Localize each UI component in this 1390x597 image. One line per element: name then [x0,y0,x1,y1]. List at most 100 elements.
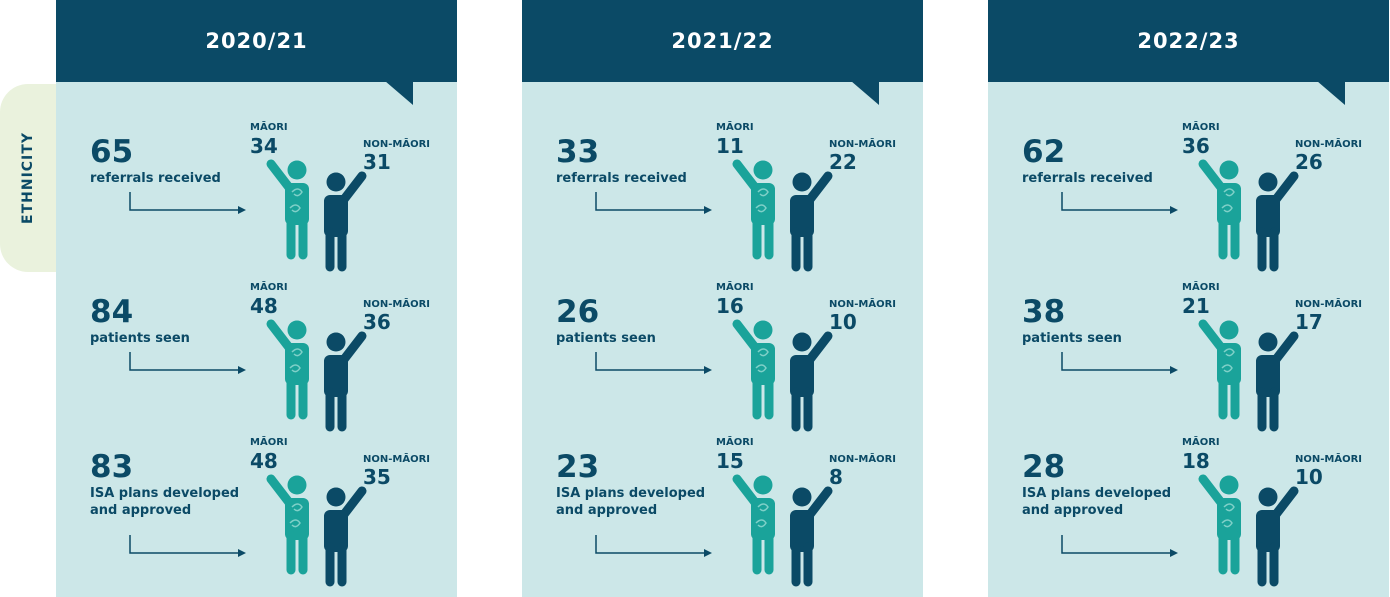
non-maori-value: 26 [1295,150,1323,174]
maori-value: 16 [716,294,744,318]
stat-label: referrals received [1022,171,1153,186]
arrow [1061,352,1174,371]
maori-label: MĀORI [250,282,288,293]
non-maori-figure-head [326,332,346,352]
stat-label: ISA plans developed and approved [90,486,240,518]
maori-label: MĀORI [716,437,754,448]
maori-value: 15 [716,449,744,473]
arrow-head [238,366,246,374]
header-tail [851,81,879,105]
non-maori-figure-torso [1256,355,1280,397]
arrow-head [704,366,712,374]
maori-figure-head [1219,475,1239,495]
stat-value: 65 [90,134,134,170]
non-maori-label: NON-MĀORI [1295,299,1363,310]
non-maori-figure-head [792,172,812,192]
maori-value: 48 [250,294,278,318]
non-maori-figure-head [792,487,812,507]
non-maori-value: 10 [829,310,857,334]
non-maori-figure-torso [324,195,348,237]
non-maori-label: NON-MĀORI [363,454,431,465]
non-maori-label: NON-MĀORI [363,299,431,310]
non-maori-label: NON-MĀORI [829,139,897,150]
arrow-head [1170,206,1178,214]
non-maori-figure-head [326,487,346,507]
panel [56,82,457,597]
stat-value: 38 [1022,294,1066,330]
maori-figure-torso [1217,183,1241,225]
maori-label: MĀORI [716,122,754,133]
maori-figure-torso [751,498,775,540]
arrow [1061,192,1174,211]
maori-label: MĀORI [716,282,754,293]
stat-label: patients seen [1022,331,1122,346]
stat-value: 84 [90,294,134,330]
maori-figure-head [1219,160,1239,180]
koru-pattern [289,188,303,213]
maori-label: MĀORI [1182,282,1220,293]
arrow-head [238,549,246,557]
arrow-head [238,206,246,214]
maori-value: 21 [1182,294,1210,318]
arrow-head [704,206,712,214]
arrow [129,352,242,371]
non-maori-value: 10 [1295,465,1323,489]
non-maori-value: 22 [829,150,857,174]
non-maori-value: 8 [829,465,843,489]
year-header: 2020/21 [56,0,457,82]
non-maori-figure-head [1258,332,1278,352]
maori-value: 11 [716,134,744,158]
side-tab: ETHNICITY [0,84,56,272]
arrow [595,192,708,211]
non-maori-figure-torso [790,195,814,237]
stat-label: referrals received [90,171,221,186]
koru-pattern [755,503,769,528]
arrow [595,535,708,554]
maori-figure-torso [285,183,309,225]
header-tail [385,81,413,105]
stat-label: patients seen [90,331,190,346]
maori-label: MĀORI [250,437,288,448]
koru-pattern [1221,348,1235,373]
maori-figure-head [1219,320,1239,340]
arrow [595,352,708,371]
maori-figure-torso [751,343,775,385]
koru-pattern [289,503,303,528]
non-maori-figure-torso [1256,510,1280,552]
stat-value: 28 [1022,449,1066,485]
stat-label: ISA plans developed and approved [556,486,706,518]
maori-value: 36 [1182,134,1210,158]
non-maori-figure-head [1258,172,1278,192]
non-maori-figure-torso [790,355,814,397]
maori-value: 48 [250,449,278,473]
non-maori-figure-torso [324,355,348,397]
arrow-head [1170,549,1178,557]
maori-figure-torso [285,343,309,385]
non-maori-figure-head [792,332,812,352]
maori-value: 34 [250,134,278,158]
non-maori-figure-torso [324,510,348,552]
arrow [129,535,242,554]
maori-label: MĀORI [1182,122,1220,133]
non-maori-figure-torso [790,510,814,552]
arrow [129,192,242,211]
stat-label: referrals received [556,171,687,186]
arrow-head [1170,366,1178,374]
panel [522,82,923,597]
stat-value: 83 [90,449,134,485]
stat-value: 62 [1022,134,1066,170]
maori-label: MĀORI [1182,437,1220,448]
non-maori-label: NON-MĀORI [1295,454,1363,465]
maori-label: MĀORI [250,122,288,133]
non-maori-label: NON-MĀORI [829,299,897,310]
non-maori-figure-head [326,172,346,192]
arrow-head [704,549,712,557]
maori-figure-head [287,475,307,495]
year-header: 2022/23 [988,0,1389,82]
non-maori-value: 17 [1295,310,1323,334]
maori-value: 18 [1182,449,1210,473]
non-maori-label: NON-MĀORI [363,139,431,150]
koru-pattern [755,348,769,373]
